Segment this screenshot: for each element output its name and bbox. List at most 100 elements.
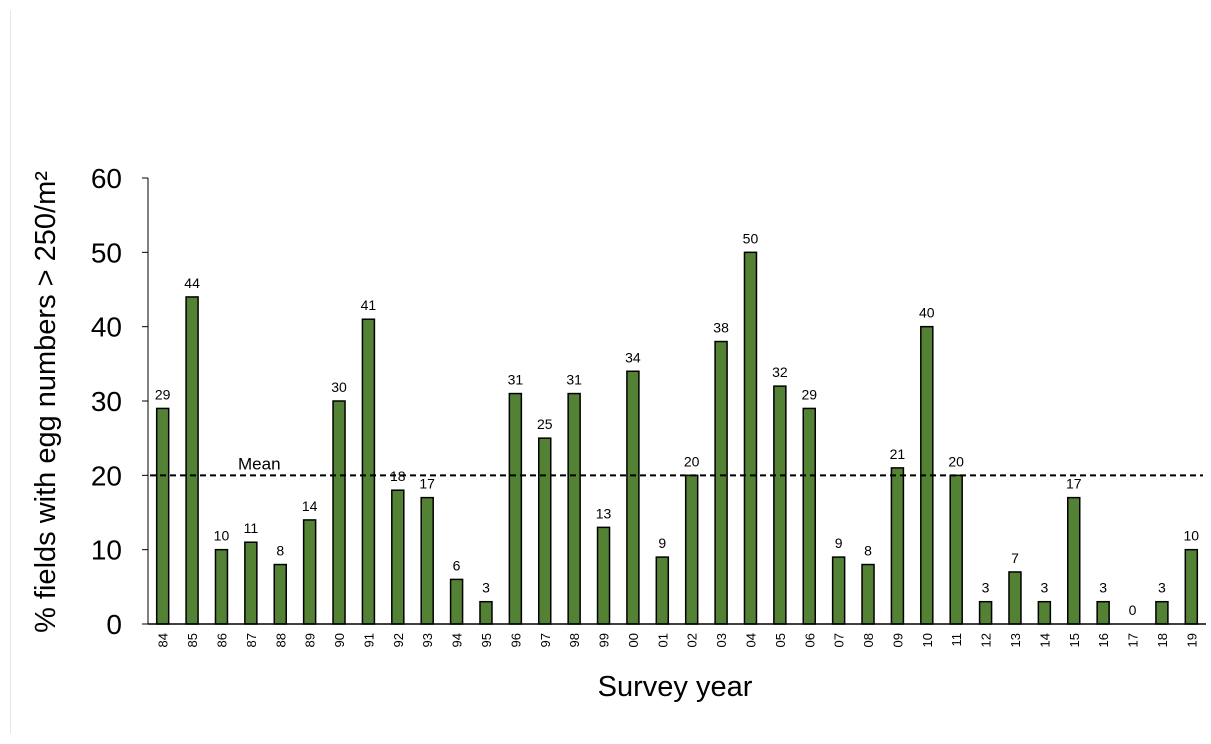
bar (1184, 548, 1199, 625)
x-tick-label: 14 (1037, 633, 1052, 647)
bar-value-label: 50 (743, 230, 759, 246)
bar (773, 385, 787, 625)
bar-value-label: 44 (184, 275, 200, 291)
x-tick-label: 19 (1184, 633, 1199, 647)
bar-value-label: 10 (214, 528, 230, 544)
y-axis: 0 10 20 30 40 50 60 (91, 163, 149, 640)
x-tick-label: 00 (626, 633, 641, 647)
x-tick-label: 84 (156, 633, 171, 647)
bar (1067, 496, 1081, 625)
bar (1008, 571, 1022, 625)
bar-value-label: 3 (982, 580, 990, 596)
bar-value-label: 3 (482, 580, 490, 596)
y-tick-label: 10 (91, 535, 122, 566)
bar (449, 578, 464, 625)
bar (567, 392, 581, 625)
bar-value-label: 21 (890, 446, 906, 462)
bar (831, 556, 846, 625)
x-tick-label: 04 (743, 633, 758, 647)
bar-value-label: 18 (390, 468, 406, 484)
x-tick-label: 96 (508, 633, 523, 647)
bar (244, 541, 258, 625)
x-tick-label: 95 (479, 633, 494, 647)
bar (626, 370, 640, 625)
bar-value-label: 9 (835, 535, 843, 551)
y-tick-label: 50 (91, 237, 122, 268)
bar-value-label: 20 (684, 453, 700, 469)
x-tick-label: 12 (979, 633, 994, 647)
bar (890, 467, 905, 625)
bar-value-label: 3 (1040, 580, 1048, 596)
bar-value-label: 34 (625, 349, 641, 365)
bar-value-label: 32 (772, 364, 788, 380)
bar (655, 556, 670, 625)
bar-value-label: 8 (864, 543, 872, 559)
bar-value-label: 25 (537, 416, 553, 432)
x-tick-label: 08 (861, 633, 876, 647)
x-tick-label: 15 (1067, 633, 1082, 647)
x-tick-label: 05 (773, 633, 788, 647)
mean-line-group: Mean (150, 454, 1203, 477)
y-tick-label: 60 (91, 163, 122, 194)
bar (185, 296, 199, 625)
bar-value-label: 31 (566, 372, 582, 388)
bar-value-label: 38 (713, 320, 729, 336)
x-tick-label: 87 (244, 633, 259, 647)
x-axis-title: Survey year (598, 671, 753, 703)
bar (155, 407, 170, 625)
x-axis: 84 85 86 87 88 89 90 91 92 93 94 95 96 97 98 99 00 01 02 03… (148, 623, 1206, 647)
bar-value-label: 17 (419, 476, 435, 492)
bar (1155, 600, 1169, 625)
x-tick-label: 01 (655, 633, 670, 647)
bar (596, 526, 611, 625)
bar (214, 548, 229, 625)
bar (802, 407, 816, 625)
x-tick-label: 03 (714, 633, 729, 647)
x-tick-label: 89 (303, 633, 318, 647)
bar (949, 474, 963, 625)
x-tick-label: 10 (920, 633, 935, 647)
bar-value-label: 8 (276, 543, 284, 559)
bar-value-label: 6 (453, 557, 461, 573)
y-tick-label: 40 (91, 312, 122, 343)
x-tick-label: 98 (567, 633, 582, 647)
bar (714, 340, 728, 625)
bar (538, 437, 552, 625)
x-tick-label: 97 (538, 633, 553, 647)
bar-value-label: 3 (1099, 580, 1107, 596)
bar-value-label: 41 (361, 297, 377, 313)
bar-value-label: 20 (948, 453, 964, 469)
x-tick-label: 94 (450, 633, 465, 647)
bar-value-label: 14 (302, 498, 318, 514)
bar-value-label: 7 (1011, 550, 1019, 566)
bar-value-label: 9 (658, 535, 666, 551)
y-tick-label: 20 (91, 460, 122, 491)
x-tick-label: 13 (1008, 633, 1023, 647)
bar-value-label: 13 (596, 505, 612, 521)
bar (1037, 600, 1052, 625)
y-axis-title: % fields with egg numbers > 250/m² (30, 171, 62, 633)
bar-value-label: 29 (801, 386, 817, 402)
bars (155, 251, 1199, 625)
bar (978, 600, 993, 625)
x-tick-label: 18 (1155, 633, 1170, 647)
bar-value-label: 30 (331, 379, 347, 395)
bar (332, 400, 346, 625)
bar (684, 474, 699, 625)
x-tick-label: 93 (420, 633, 435, 647)
bar (743, 251, 758, 625)
bar (861, 563, 875, 625)
x-tick-label: 92 (391, 633, 406, 647)
x-tick-label: 88 (273, 633, 288, 647)
x-tick-label: 99 (597, 633, 612, 647)
x-tick-label: 17 (1126, 633, 1141, 647)
bar (508, 392, 523, 625)
bar (1096, 600, 1110, 625)
bar (273, 563, 287, 625)
x-tick-label: 91 (361, 633, 376, 647)
bar (302, 519, 317, 625)
x-tick-label: 02 (685, 633, 700, 647)
x-tick-label: 16 (1096, 633, 1111, 647)
